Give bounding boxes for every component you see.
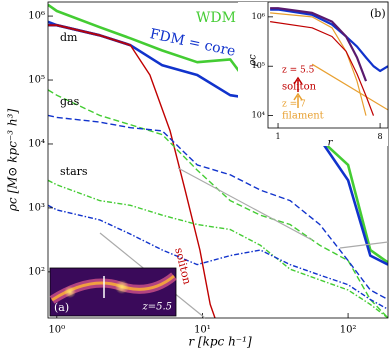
x-tick-label: 10⁰ xyxy=(48,325,65,336)
y-tick-label: 10⁵ xyxy=(252,61,265,70)
inset-label: (a) xyxy=(54,301,69,314)
y-tick-label: 10² xyxy=(28,266,45,277)
series-line xyxy=(48,24,216,318)
annotation: soliton xyxy=(282,82,317,93)
series-line xyxy=(48,89,388,318)
y-tick-label: 10⁵ xyxy=(28,75,45,86)
annotation: gas xyxy=(60,95,80,108)
y-tick-label: 10⁶ xyxy=(28,11,45,22)
annotation: z = 5.5 xyxy=(282,66,315,76)
series-line xyxy=(270,8,388,73)
arrow xyxy=(293,76,303,92)
series-line xyxy=(48,114,388,301)
y-axis-label: ρc [M⊙ kpc⁻³ h³] xyxy=(6,109,20,213)
plot-frame xyxy=(267,1,389,129)
plot-frame xyxy=(47,1,389,319)
series-line xyxy=(311,63,388,111)
inset-redshift: z=5.5 xyxy=(141,302,172,313)
y-axis-label: ρc xyxy=(248,54,259,67)
x-tick-label: 10¹ xyxy=(194,325,211,336)
x-tick-label: 1 xyxy=(275,132,280,141)
reference-line xyxy=(339,241,389,249)
annotation: dm xyxy=(60,31,78,44)
y-tick-label: 10⁴ xyxy=(252,111,265,120)
series-line xyxy=(270,7,368,82)
series-line xyxy=(48,179,388,318)
series-line xyxy=(270,21,375,116)
series-line xyxy=(270,12,367,116)
x-axis-label: r xyxy=(328,138,334,149)
x-tick-label: 8 xyxy=(378,132,383,141)
arrow xyxy=(293,92,303,108)
annotation: (b) xyxy=(370,7,386,20)
y-tick-label: 10⁴ xyxy=(28,138,45,149)
x-tick-label: 10² xyxy=(340,325,357,336)
series-line xyxy=(48,204,388,310)
annotation: z = 7 xyxy=(282,100,306,110)
series-line xyxy=(48,3,388,264)
inset-panel: 1 8 10⁴ 10⁵ 10⁶ r ρc (b) z = 5.5 soliton z = 7fila… xyxy=(238,1,389,149)
x-axis-label: r [kpc h⁻¹] xyxy=(188,335,252,349)
annotation: stars xyxy=(60,165,88,178)
inset-image: (a) z=5.5 xyxy=(49,267,177,317)
y-tick-label: 10³ xyxy=(28,202,45,213)
reference-line xyxy=(177,167,313,241)
y-tick-label: 10⁶ xyxy=(252,12,265,21)
annotation: filament xyxy=(282,111,324,122)
